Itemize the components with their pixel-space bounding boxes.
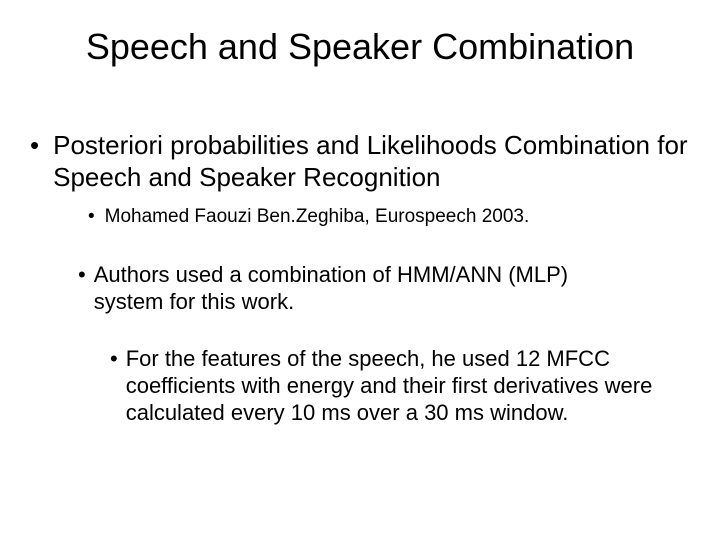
bullet-level3-features: • For the features of the speech, he use…	[110, 346, 660, 426]
slide: Speech and Speaker Combination • Posteri…	[0, 0, 720, 540]
bullet-marker-icon: •	[30, 130, 39, 162]
bullet-text: Authors used a combination of HMM/ANN (M…	[94, 262, 630, 316]
bullet-level1: • Posteriori probabilities and Likelihoo…	[30, 130, 712, 193]
bullet-marker-icon: •	[78, 262, 86, 289]
bullet-text: Mohamed Faouzi Ben.Zeghiba, Eurospeech 2…	[105, 206, 710, 229]
slide-title: Speech and Speaker Combination	[0, 26, 720, 68]
bullet-marker-icon: •	[110, 346, 118, 373]
bullet-marker-icon: •	[88, 206, 95, 229]
bullet-text: For the features of the speech, he used …	[126, 346, 660, 426]
bullet-level2-citation: • Mohamed Faouzi Ben.Zeghiba, Eurospeech…	[88, 206, 710, 229]
bullet-level2-authors: • Authors used a combination of HMM/ANN …	[78, 262, 630, 316]
bullet-text: Posteriori probabilities and Likelihoods…	[53, 130, 712, 193]
